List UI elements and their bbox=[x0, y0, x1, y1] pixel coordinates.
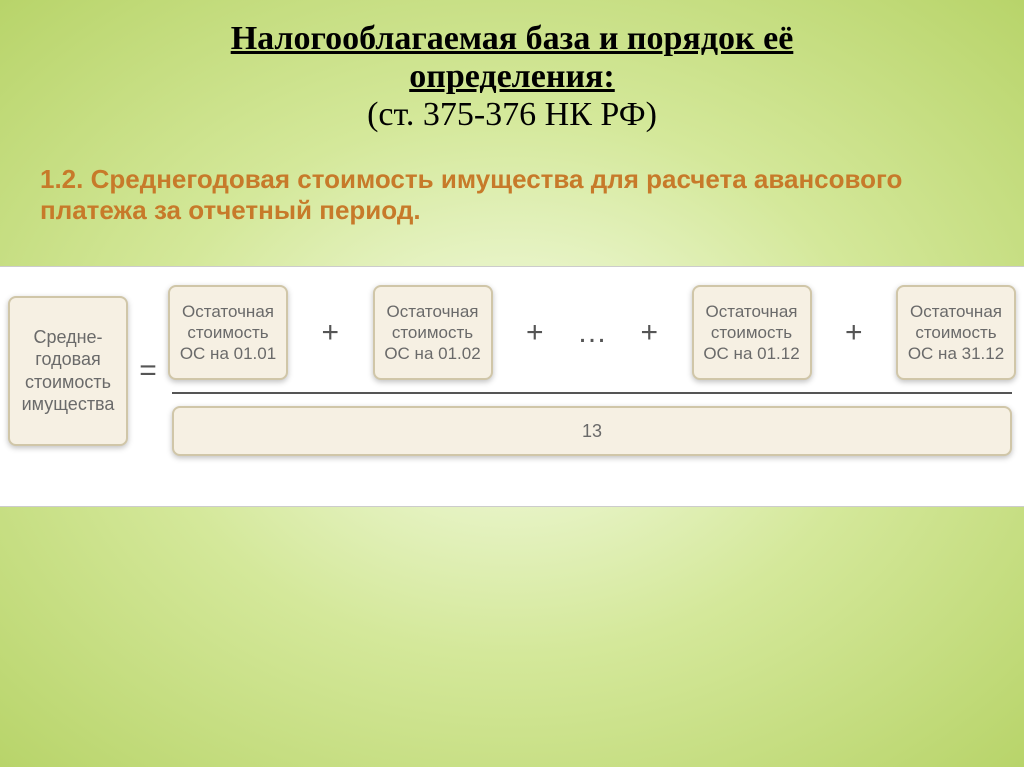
title-line-3: (ст. 375-376 НК РФ) bbox=[40, 96, 984, 134]
numerator-row: ОстаточнаястоимостьОС на 01.01 + Остаточ… bbox=[168, 285, 1016, 380]
ellipsis: … bbox=[577, 316, 607, 350]
plus-3: + bbox=[635, 316, 663, 350]
subheading: 1.2. Среднегодовая стоимость имущества д… bbox=[40, 164, 984, 226]
title-line-1: Налогооблагаемая база и порядок её bbox=[40, 20, 984, 58]
numerator-box-2: ОстаточнаястоимостьОС на 01.02 bbox=[373, 285, 493, 380]
formula-left-term: Средне-годоваястоимостьимущества bbox=[8, 296, 128, 446]
equals-sign: = bbox=[134, 354, 162, 388]
plus-1: + bbox=[316, 316, 344, 350]
fraction: ОстаточнаястоимостьОС на 01.01 + Остаточ… bbox=[168, 285, 1016, 456]
formula-container: Средне-годоваястоимостьимущества = Остат… bbox=[0, 266, 1024, 507]
numerator-box-4: ОстаточнаястоимостьОС на 01.12 bbox=[692, 285, 812, 380]
plus-2: + bbox=[521, 316, 549, 350]
numerator-box-5: ОстаточнаястоимостьОС на 31.12 bbox=[896, 285, 1016, 380]
plus-4: + bbox=[840, 316, 868, 350]
fraction-line bbox=[172, 392, 1012, 394]
numerator-box-1: ОстаточнаястоимостьОС на 01.01 bbox=[168, 285, 288, 380]
title-line-2: определения: bbox=[40, 58, 984, 96]
title-block: Налогооблагаемая база и порядок её опред… bbox=[40, 20, 984, 134]
denominator-box: 13 bbox=[172, 406, 1012, 456]
slide-container: Налогооблагаемая база и порядок её опред… bbox=[0, 0, 1024, 527]
